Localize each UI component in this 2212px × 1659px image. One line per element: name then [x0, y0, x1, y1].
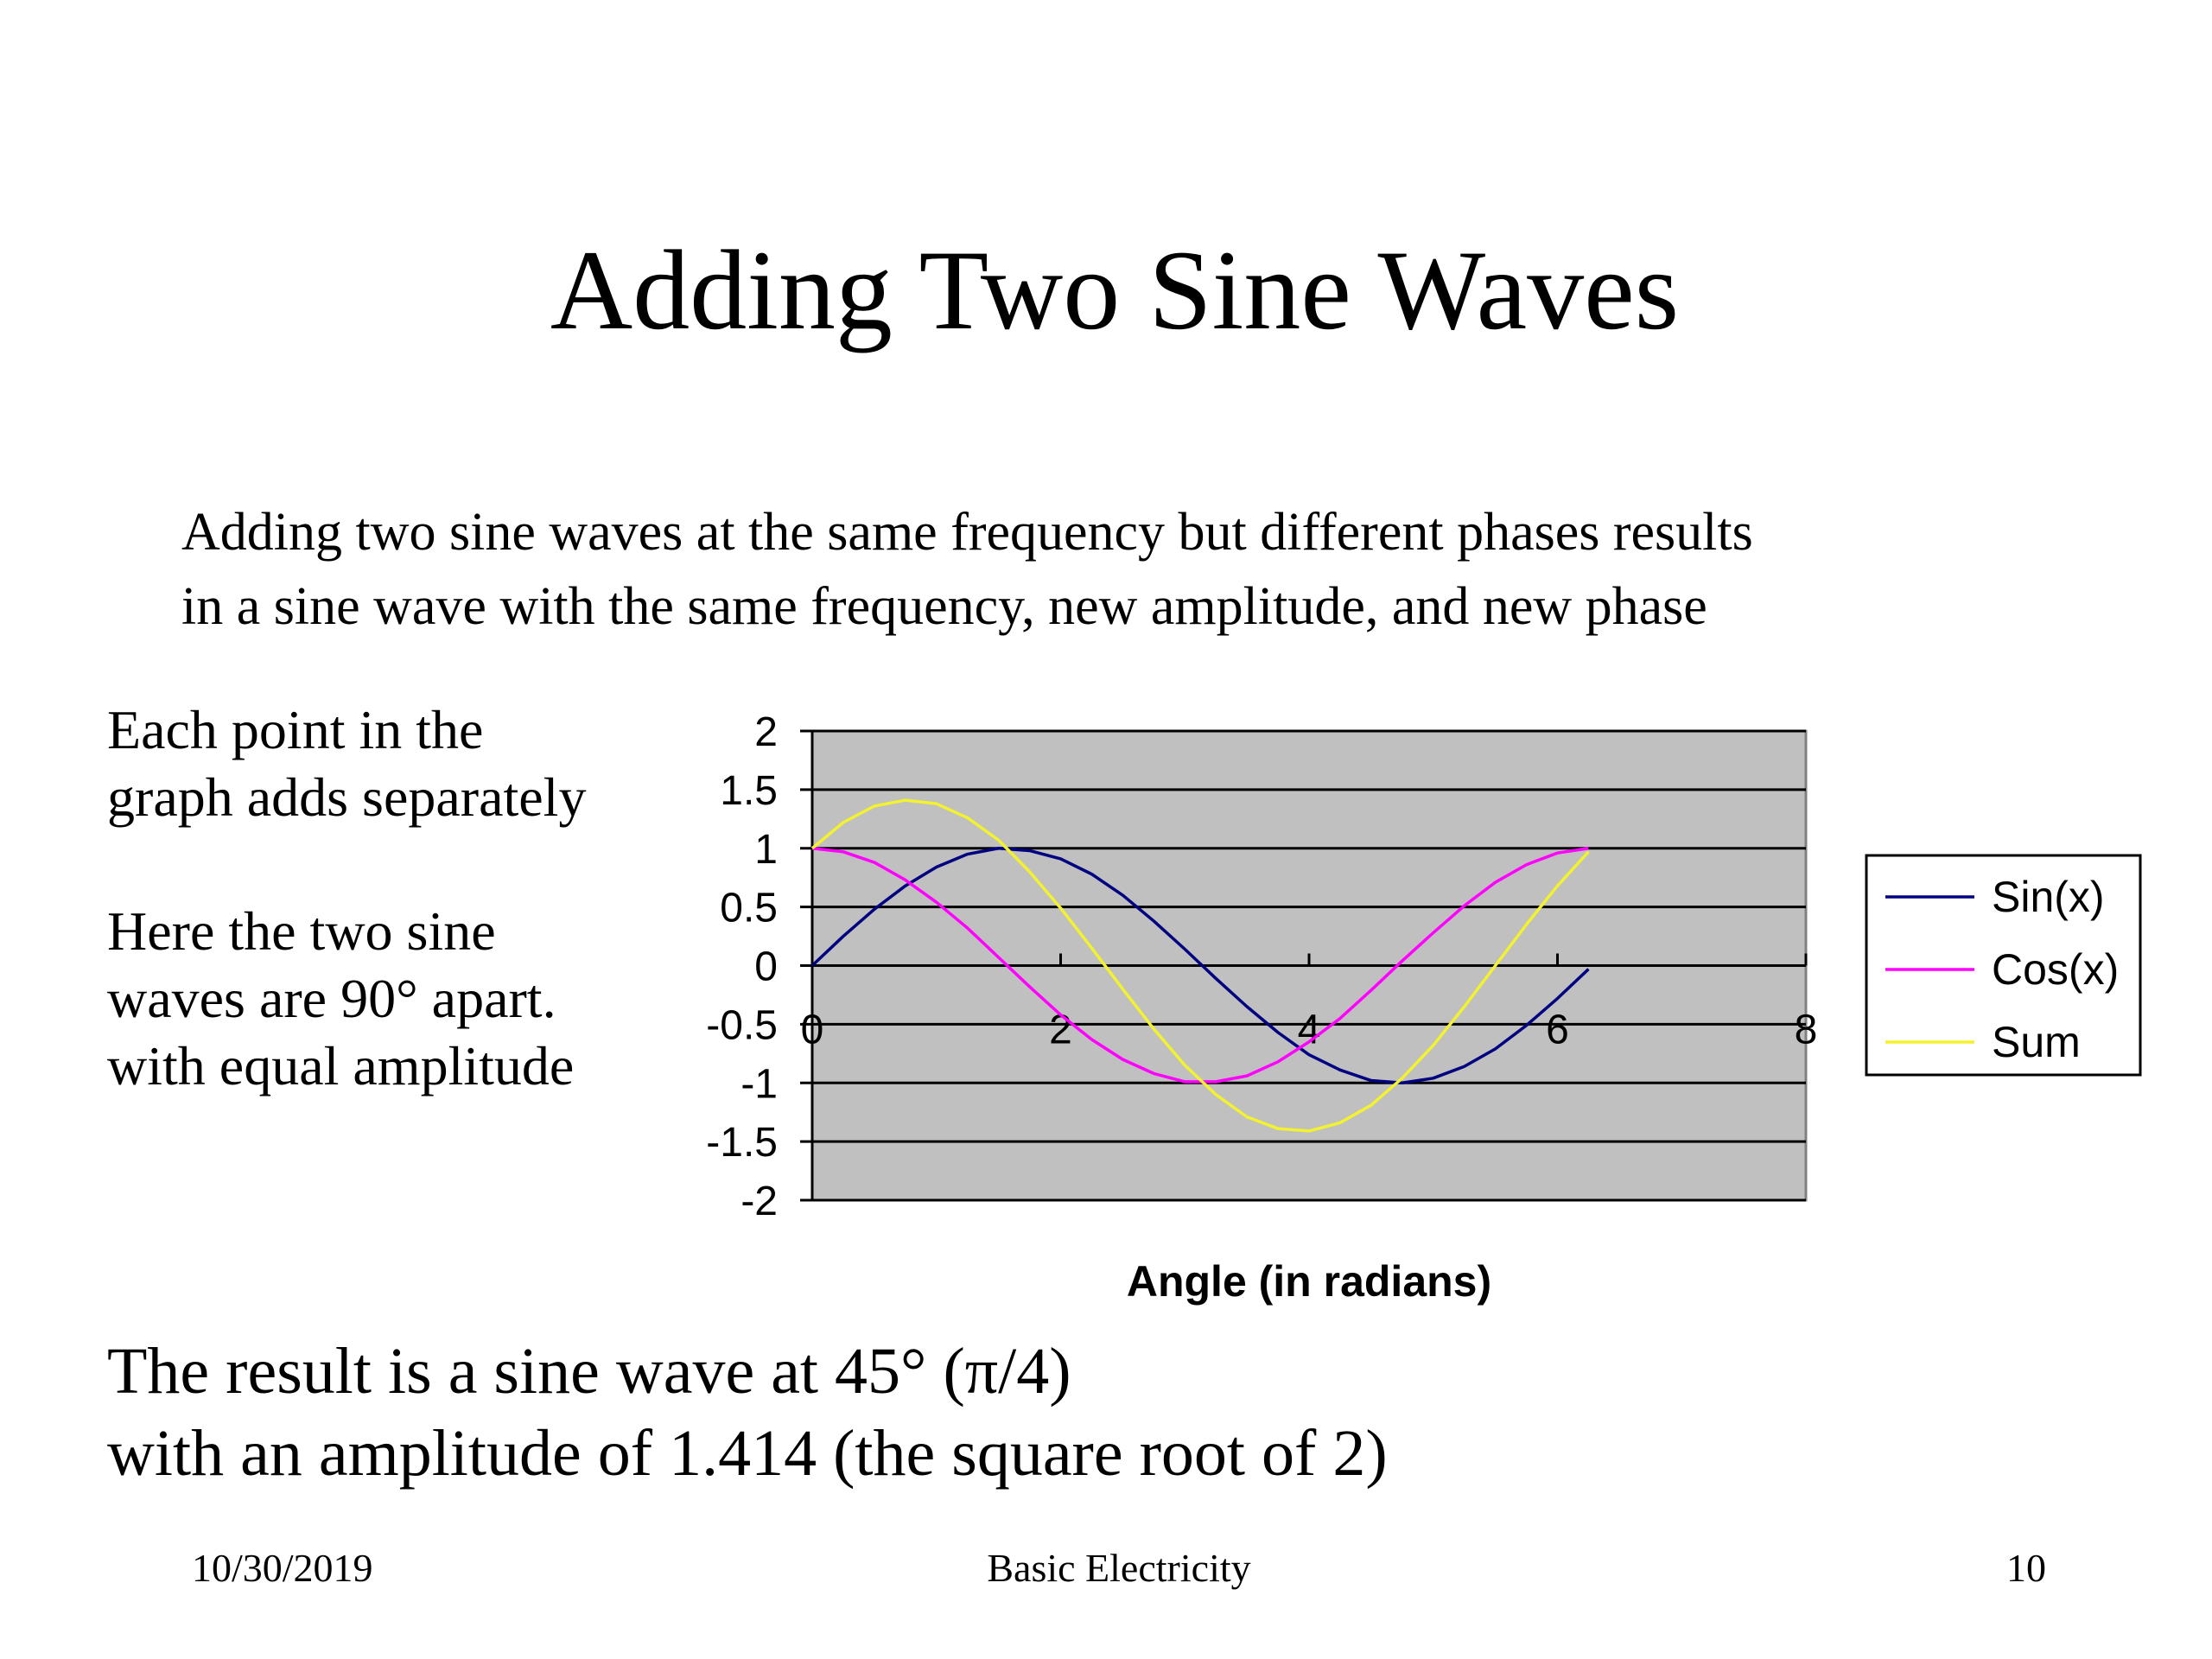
- intro-line: in a sine wave with the same frequency, …: [181, 577, 1707, 636]
- y-tick-label: -2: [741, 1179, 778, 1224]
- footer-date: 10/30/2019: [192, 1546, 373, 1590]
- legend-label: Cos(x): [1992, 945, 2119, 994]
- note-line: with equal amplitude: [107, 1035, 574, 1096]
- x-tick-label: 8: [1795, 1007, 1818, 1053]
- x-tick-label: 6: [1546, 1007, 1569, 1053]
- y-tick-label: 0: [754, 944, 778, 990]
- result-line: with an amplitude of 1.414 (the square r…: [107, 1417, 1388, 1490]
- series-line: [810, 847, 1590, 1084]
- footer-page: 10: [2006, 1546, 2046, 1590]
- x-tick-label: 0: [801, 1007, 824, 1053]
- chart: -2-1.5-1-0.500.511.520 2 4 6 8Sin(x)Cos(x)Su…: [706, 709, 2142, 1224]
- legend-label: Sin(x): [1992, 873, 2105, 921]
- y-tick-label: -1: [741, 1061, 778, 1107]
- note-line: waves are 90° apart.: [107, 968, 556, 1029]
- slide-title: Adding Two Sine Waves: [550, 226, 1679, 353]
- note-line: graph adds separately: [107, 766, 586, 828]
- y-tick-label: -0.5: [706, 1002, 778, 1048]
- intro-line: Adding two sine waves at the same freque…: [181, 503, 1753, 562]
- y-tick-label: -1.5: [706, 1120, 778, 1166]
- legend-label: Sum: [1992, 1018, 2081, 1066]
- series-line: [810, 798, 1590, 1133]
- note-line: Each point in the: [107, 699, 483, 760]
- x-axis-title: Angle (in radians): [1127, 1257, 1491, 1306]
- y-tick-label: 2: [754, 709, 778, 755]
- footer-title: Basic Electricity: [987, 1546, 1250, 1590]
- note-line: Here the two sine: [107, 900, 496, 962]
- y-tick-label: 1.5: [720, 768, 778, 814]
- legend-box: [1865, 854, 2142, 1077]
- y-tick-label: 1: [754, 827, 778, 873]
- result-line: The result is a sine wave at 45° (π/4): [107, 1335, 1071, 1408]
- y-tick-label: 0.5: [720, 886, 778, 931]
